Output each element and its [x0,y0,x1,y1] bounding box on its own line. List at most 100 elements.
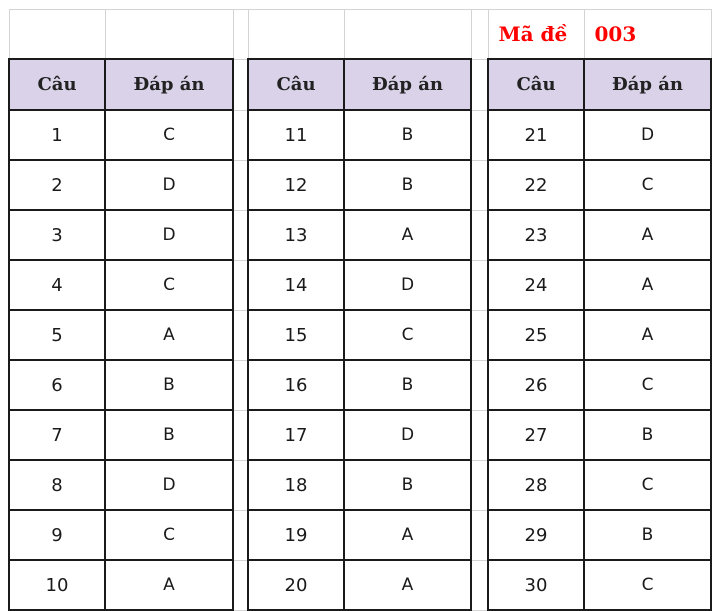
spacer-cell[interactable] [232,259,249,311]
spacer-cell[interactable] [470,309,489,361]
question-number[interactable]: 22 [487,159,585,211]
answer-cell[interactable]: D [104,459,234,511]
answer-cell[interactable]: D [104,209,234,261]
table-row: 8 D 18 B 28 C [8,459,712,511]
question-number[interactable]: 4 [8,259,106,311]
header-question: Câu [247,58,345,111]
spacer-cell[interactable] [232,58,249,111]
spacer-cell[interactable] [470,509,489,561]
header-answer: Đáp án [583,58,712,111]
question-number[interactable]: 2 [8,159,106,211]
spacer-cell[interactable] [470,359,489,411]
table-row: 6 B 16 B 26 C [8,359,712,411]
empty-cell[interactable] [470,9,489,60]
question-number[interactable]: 17 [247,409,345,461]
question-number[interactable]: 30 [487,559,585,611]
answer-cell[interactable]: B [343,109,472,161]
answer-cell[interactable]: D [583,109,712,161]
question-number[interactable]: 9 [8,509,106,561]
question-number[interactable]: 5 [8,309,106,361]
empty-cell[interactable] [104,9,234,60]
question-number[interactable]: 11 [247,109,345,161]
question-number[interactable]: 25 [487,309,585,361]
answer-cell[interactable]: A [583,309,712,361]
header-answer: Đáp án [104,58,234,111]
question-number[interactable]: 26 [487,359,585,411]
answer-cell[interactable]: B [343,159,472,211]
answer-cell[interactable]: A [343,509,472,561]
spacer-cell[interactable] [470,58,489,111]
table-row: 9 C 19 A 29 B [8,509,712,561]
empty-cell[interactable] [343,9,472,60]
answer-cell[interactable]: C [343,309,472,361]
question-number[interactable]: 15 [247,309,345,361]
table-row: 7 B 17 D 27 B [8,409,712,461]
question-number[interactable]: 12 [247,159,345,211]
question-number[interactable]: 14 [247,259,345,311]
question-number[interactable]: 28 [487,459,585,511]
empty-cell[interactable] [232,9,249,60]
table-row: 4 C 14 D 24 A [8,259,712,311]
spacer-cell[interactable] [232,109,249,161]
answer-cell[interactable]: A [343,209,472,261]
answer-cell[interactable]: A [343,559,472,611]
spacer-cell[interactable] [232,159,249,211]
answer-cell[interactable]: C [104,259,234,311]
answer-cell[interactable]: C [104,109,234,161]
answer-cell[interactable]: C [104,509,234,561]
spacer-cell[interactable] [232,459,249,511]
question-number[interactable]: 20 [247,559,345,611]
spacer-cell[interactable] [470,559,489,611]
empty-cell[interactable] [247,9,345,60]
answer-cell[interactable]: B [343,359,472,411]
answer-cell[interactable]: A [104,559,234,611]
question-number[interactable]: 16 [247,359,345,411]
question-number[interactable]: 1 [8,109,106,161]
spacer-cell[interactable] [232,209,249,261]
answer-cell[interactable]: A [104,309,234,361]
question-number[interactable]: 10 [8,559,106,611]
question-number[interactable]: 13 [247,209,345,261]
question-number[interactable]: 21 [487,109,585,161]
question-number[interactable]: 27 [487,409,585,461]
answer-cell[interactable]: D [343,259,472,311]
answer-cell[interactable]: B [104,409,234,461]
table-row: 5 A 15 C 25 A [8,309,712,361]
exam-code-value[interactable]: 003 [583,9,712,60]
answer-cell[interactable]: D [343,409,472,461]
spacer-cell[interactable] [232,359,249,411]
answer-cell[interactable]: C [583,159,712,211]
question-number[interactable]: 18 [247,459,345,511]
answer-cell[interactable]: A [583,259,712,311]
spacer-cell[interactable] [232,309,249,361]
spacer-cell[interactable] [470,409,489,461]
question-number[interactable]: 19 [247,509,345,561]
spacer-cell[interactable] [470,109,489,161]
answer-cell[interactable]: C [583,459,712,511]
spacer-cell[interactable] [232,509,249,561]
answer-cell[interactable]: D [104,159,234,211]
question-number[interactable]: 24 [487,259,585,311]
answer-cell[interactable]: B [343,459,472,511]
answer-cell[interactable]: B [104,359,234,411]
answer-cell[interactable]: B [583,509,712,561]
spacer-cell[interactable] [232,409,249,461]
spacer-cell[interactable] [470,259,489,311]
answer-cell[interactable]: C [583,559,712,611]
question-number[interactable]: 23 [487,209,585,261]
question-number[interactable]: 6 [8,359,106,411]
answer-key-sheet: Mã đề 003 Câu Đáp án Câu Đáp án Câu Đáp án 1 C 11 B… [8,9,712,611]
question-number[interactable]: 8 [8,459,106,511]
exam-code-label[interactable]: Mã đề [487,9,585,60]
empty-cell[interactable] [8,9,106,60]
spacer-cell[interactable] [232,559,249,611]
question-number[interactable]: 29 [487,509,585,561]
spacer-cell[interactable] [470,159,489,211]
spacer-cell[interactable] [470,459,489,511]
spacer-cell[interactable] [470,209,489,261]
answer-cell[interactable]: A [583,209,712,261]
answer-cell[interactable]: C [583,359,712,411]
question-number[interactable]: 3 [8,209,106,261]
answer-cell[interactable]: B [583,409,712,461]
question-number[interactable]: 7 [8,409,106,461]
